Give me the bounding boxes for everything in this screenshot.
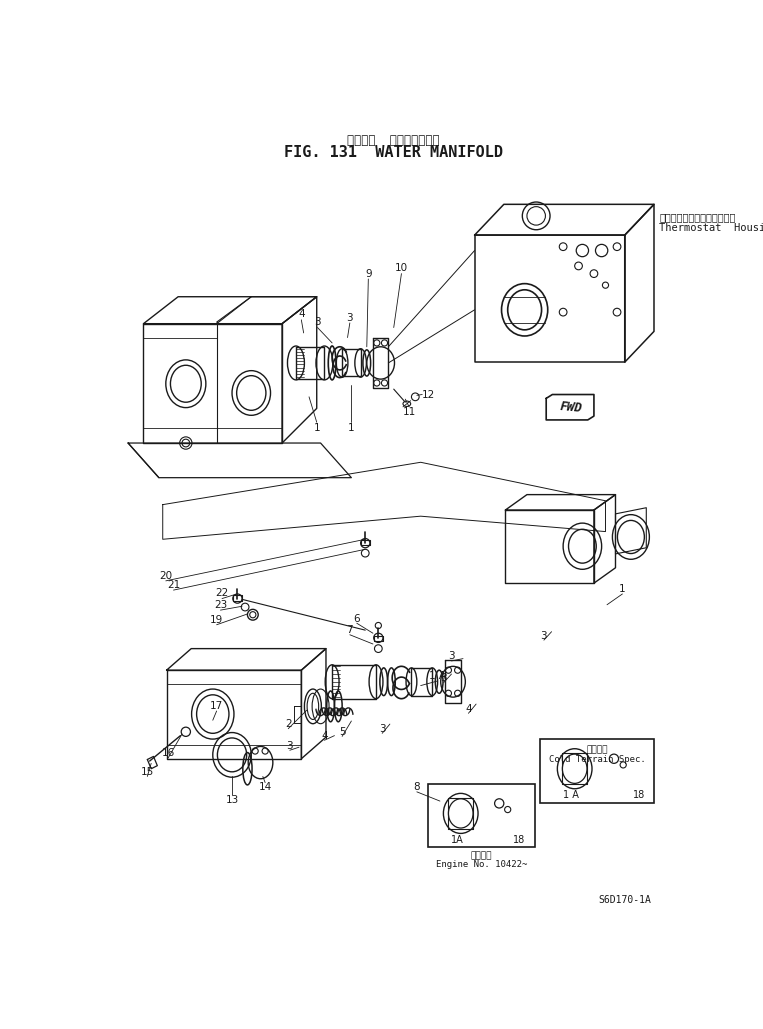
Text: 11: 11: [403, 407, 416, 417]
Text: 10: 10: [395, 263, 408, 274]
Text: 7: 7: [346, 626, 353, 635]
Text: 14: 14: [259, 782, 272, 792]
Text: 適用号等: 適用号等: [471, 851, 492, 860]
Text: 1: 1: [314, 423, 320, 432]
Text: 16: 16: [162, 748, 175, 758]
Text: 3: 3: [379, 723, 385, 734]
Text: 6: 6: [353, 613, 360, 624]
Bar: [540, 740, 654, 803]
Text: 19: 19: [210, 615, 224, 626]
Text: 1 A: 1 A: [429, 671, 446, 681]
Text: 3: 3: [540, 631, 547, 640]
Text: 8: 8: [414, 782, 420, 792]
Text: Thermostat  Housing: Thermostat Housing: [659, 223, 763, 233]
Text: 3: 3: [314, 317, 320, 327]
Text: Engine No. 10422~: Engine No. 10422~: [436, 859, 527, 868]
Text: 18: 18: [513, 835, 526, 845]
Text: 1A: 1A: [451, 835, 464, 845]
Text: 3: 3: [448, 651, 455, 662]
Text: 3: 3: [286, 741, 293, 750]
Text: 3: 3: [440, 673, 447, 683]
Text: 4: 4: [465, 704, 472, 714]
Bar: [428, 784, 535, 847]
Text: 9: 9: [365, 269, 372, 279]
Text: 4: 4: [298, 310, 304, 319]
Text: 1: 1: [348, 423, 355, 432]
Text: 3: 3: [346, 313, 353, 322]
Text: サーモスタットハウジング゚: サーモスタットハウジング゚: [659, 212, 736, 222]
Text: S6D170-1A: S6D170-1A: [599, 895, 652, 906]
Text: 4: 4: [321, 731, 328, 741]
Text: FIG. 131  WATER MANIFOLD: FIG. 131 WATER MANIFOLD: [285, 145, 504, 161]
Text: 22: 22: [215, 589, 229, 598]
Text: 15: 15: [140, 767, 154, 777]
Text: 20: 20: [159, 571, 172, 581]
Text: 2: 2: [285, 719, 291, 730]
Text: FWD: FWD: [559, 400, 583, 415]
Text: 18: 18: [633, 790, 645, 800]
Text: Cold Terrain Spec.: Cold Terrain Spec.: [549, 755, 645, 764]
Text: 5: 5: [339, 726, 346, 737]
Text: 1 A: 1 A: [563, 790, 579, 800]
Text: 1: 1: [619, 584, 626, 595]
Text: 12: 12: [422, 390, 435, 399]
Text: ウォータ  マニホールド゚: ウォータ マニホールド゚: [347, 134, 440, 147]
Text: 21: 21: [167, 580, 180, 591]
Text: 17: 17: [210, 702, 224, 711]
Text: 寒地仕様: 寒地仕様: [586, 746, 608, 754]
Text: 13: 13: [225, 794, 239, 805]
Text: 23: 23: [214, 601, 227, 610]
